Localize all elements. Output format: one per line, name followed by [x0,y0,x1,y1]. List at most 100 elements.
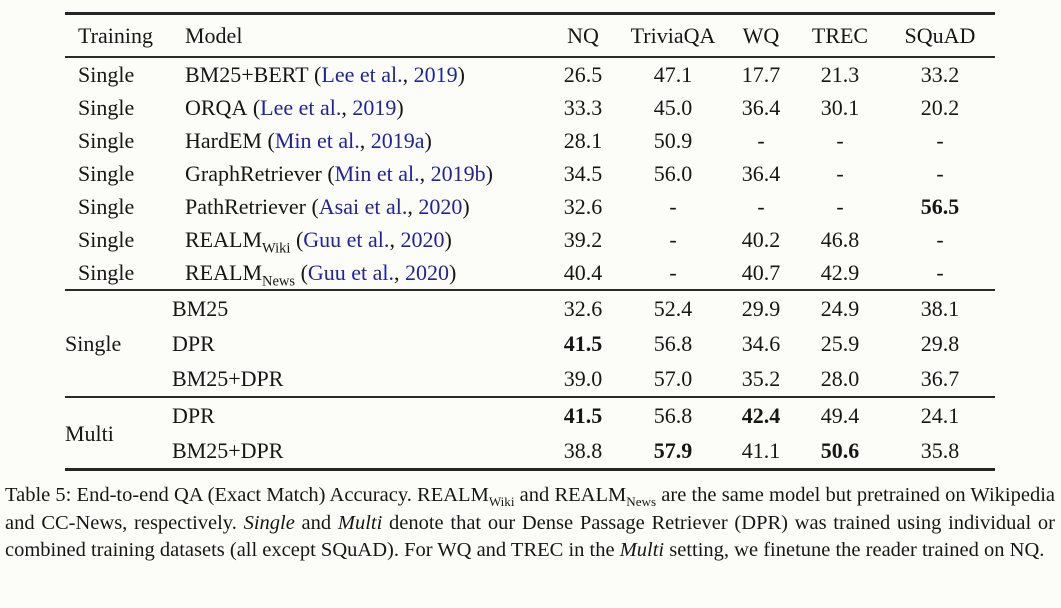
cite-sep: , [407,194,419,219]
citation-year-link[interactable]: 2020 [418,194,463,219]
table-caption: Table 5: End-to-end QA (Exact Match) Acc… [5,482,1055,565]
training-cell: Single [78,128,135,153]
value-cell: 57.0 [653,366,693,391]
value-cell: 49.4 [820,403,860,428]
citation-year-link[interactable]: 2020 [405,260,450,285]
caption-italic-single: Single [243,511,295,534]
value-cell: 34.5 [563,161,603,186]
cite-open: ( [261,128,275,153]
value-cell: 33.2 [920,62,960,87]
value-cell: 41.1 [741,438,781,463]
table-header: Training Model NQ TriviaQA WQ TREC SQuAD [65,14,995,57]
model-cell: PathRetriever (Asai et al., 2020) [172,190,547,223]
value-cell: 47.1 [653,62,693,87]
value-cell: 42.4 [741,403,781,428]
value-cell: - [936,260,944,285]
citation-link[interactable]: Lee et al. [321,62,403,87]
model-cell: BM25+DPR [172,366,284,391]
citation-link[interactable]: Lee et al. [260,95,342,120]
value-cell: 33.3 [563,95,603,120]
citation-year-link[interactable]: 2019b [430,161,486,186]
value-cell: - [836,194,844,219]
cite-open: ( [295,260,308,285]
value-cell: - [836,161,844,186]
training-cell: Single [78,194,135,219]
caption-text: and [294,511,338,534]
value-cell: 39.2 [563,227,603,252]
value-cell: 34.6 [741,331,781,356]
model-subscript: News [262,273,296,290]
training-cell: Single [78,260,135,285]
caption-subscript-news: News [626,494,657,510]
value-cell: 40.2 [741,227,781,252]
value-cell: 20.2 [920,95,960,120]
caption-italic-multi: Multi [337,511,383,534]
training-group-cell: Multi [65,420,114,446]
value-cell: 41.5 [563,403,603,428]
value-cell: - [757,194,765,219]
value-cell: - [757,128,765,153]
model-cell: ORQA (Lee et al., 2019) [172,91,547,124]
section-cited-models: Single BM25+BERT (Lee et al., 2019) 26.5… [65,57,995,290]
value-cell: 41.5 [563,331,603,356]
value-cell: 56.5 [920,194,960,219]
cite-sep: , [359,128,371,153]
caption-text: denote that our Dense Passage Retriever … [5,511,1055,562]
cite-open: ( [247,95,261,120]
table-row: Single BM25 32.6 52.4 29.9 24.9 38.1 [65,290,995,356]
col-header-triviaqa: TriviaQA [630,23,716,48]
table-row: Single HardEM (Min et al., 2019a) 28.1 5… [65,124,995,157]
cite-close: ) [396,95,404,120]
col-header-nq: NQ [567,23,599,48]
table-row: Single REALMWiki (Guu et al., 2020) 39.2… [65,223,995,256]
model-cell: BM25+BERT (Lee et al., 2019) [172,57,547,91]
value-cell: - [836,128,844,153]
value-cell: 56.8 [653,403,693,428]
table-row: BM25+DPR 39.0 57.0 35.2 28.0 36.7 [65,361,995,397]
training-cell: Single [78,161,135,186]
citation-year-link[interactable]: 2020 [400,227,445,252]
col-header-model: Model [185,23,243,48]
model-subscript: Wiki [262,240,291,257]
table-row: DPR 41.5 56.8 34.6 25.9 29.8 [65,326,995,361]
model-name: HardEM [185,128,262,153]
cite-close: ) [449,260,457,285]
value-cell: 36.7 [920,366,960,391]
value-cell: 35.2 [741,366,781,391]
value-cell: 50.9 [653,128,693,153]
value-cell: 50.6 [820,438,860,463]
model-cell: REALMWiki (Guu et al., 2020) [172,223,547,256]
cite-close: ) [457,62,465,87]
citation-year-link[interactable]: 2019 [413,62,458,87]
value-cell: 25.9 [820,331,860,356]
value-cell: 24.9 [820,296,860,321]
cite-sep: , [402,62,414,87]
cite-sep: , [419,161,431,186]
col-header-squad: SQuAD [904,23,976,48]
value-cell: 45.0 [653,95,693,120]
value-cell: - [669,227,677,252]
value-cell: 56.0 [653,161,693,186]
model-cell: BM25 [172,296,229,321]
caption-italic-multi: Multi [619,539,665,561]
value-cell: 46.8 [820,227,860,252]
cite-close: ) [444,227,452,252]
value-cell: - [936,227,944,252]
cite-sep: , [341,95,353,120]
citation-link[interactable]: Guu et al. [307,260,395,285]
citation-link[interactable]: Asai et al. [318,194,408,219]
model-cell: BM25+DPR [172,438,284,463]
value-cell: - [936,128,944,153]
citation-year-link[interactable]: 2019 [352,95,397,120]
training-cell: Single [78,95,135,120]
model-name: BM25+BERT [185,62,309,87]
citation-link[interactable]: Min et al. [274,128,360,153]
value-cell: 56.8 [653,331,693,356]
training-cell: Single [78,62,135,87]
citation-link[interactable]: Min et al. [334,161,420,186]
citation-year-link[interactable]: 2019a [370,128,425,153]
value-cell: 36.4 [741,161,781,186]
citation-link[interactable]: Guu et al. [303,227,390,252]
cite-sep: , [394,260,406,285]
value-cell: 29.9 [741,296,781,321]
